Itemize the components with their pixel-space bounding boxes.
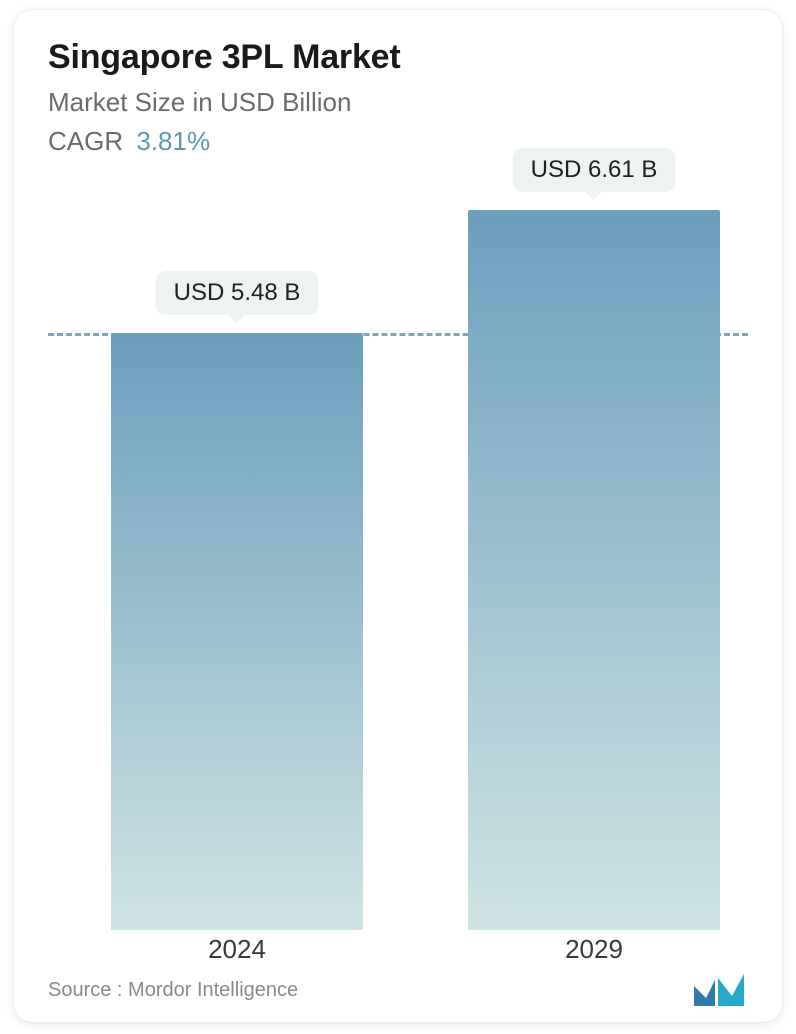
chart-title: Singapore 3PL Market [48, 38, 748, 77]
chart-footer: Source : Mordor Intelligence [48, 972, 748, 1008]
cagr-value: 3.81% [136, 126, 210, 156]
x-label-2029: 2029 [565, 934, 623, 965]
cagr-label: CAGR [48, 126, 123, 156]
x-label-2024: 2024 [208, 934, 266, 965]
mordor-logo-icon [692, 972, 748, 1008]
bar-2029 [468, 210, 720, 930]
x-axis-labels: 2024 2029 [48, 934, 748, 974]
value-label-2029: USD 6.61 B [513, 148, 676, 192]
chart-card: Singapore 3PL Market Market Size in USD … [14, 10, 782, 1022]
chart-plot-area: USD 5.48 BUSD 6.61 B [48, 210, 748, 930]
value-label-2024: USD 5.48 B [156, 271, 319, 315]
bar-2024 [111, 333, 363, 930]
chart-subtitle: Market Size in USD Billion [48, 87, 748, 118]
source-attribution: Source : Mordor Intelligence [48, 979, 298, 1002]
